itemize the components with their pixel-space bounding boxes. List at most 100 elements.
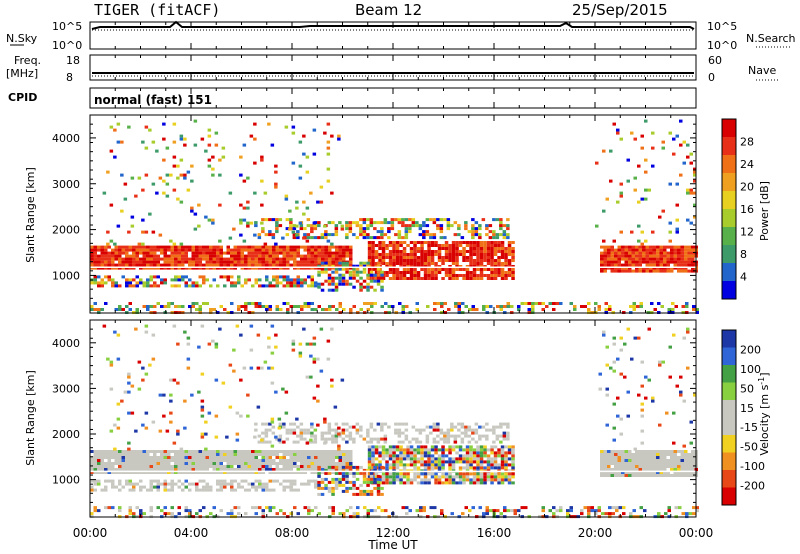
scatter-high-cell (274, 345, 278, 349)
main-band-cell (219, 462, 223, 465)
scatter-high-cell (337, 444, 341, 448)
evening-band-cell (652, 266, 656, 270)
upper-arc-cell (397, 233, 402, 237)
midday-patch-cell (395, 250, 400, 253)
lower-band-cell (233, 281, 237, 285)
midday-patch-cell (476, 445, 480, 449)
upper-arc-cell (495, 434, 500, 438)
main-band-cell (268, 462, 272, 465)
main-band-cell (258, 465, 262, 468)
midday-patch-cell (406, 451, 410, 455)
main-band-cell (125, 263, 129, 267)
lower-band-cell (139, 281, 143, 285)
main-band-cell (188, 453, 192, 456)
main-band-cell (286, 468, 290, 471)
upper-arc-cell (464, 221, 468, 225)
scatter-high-cell (253, 122, 257, 126)
midday-patch-cell (385, 244, 389, 247)
main-band-cell (93, 266, 97, 270)
main-band-cell (216, 459, 220, 462)
main-band-cell (328, 251, 332, 255)
evening-band-cell (673, 471, 677, 474)
main-band-cell (258, 257, 262, 261)
midday-patch-cell (479, 481, 484, 485)
scatter-evening-cell (619, 191, 623, 195)
main-band-cell (314, 462, 318, 465)
main-band-cell (216, 260, 220, 264)
midday-patch-cell (402, 259, 407, 262)
evening-band-cell (652, 456, 656, 459)
main-band-cell (177, 471, 181, 474)
scatter-high-cell (326, 239, 331, 243)
midday-patch-cell (476, 256, 480, 259)
evening-band-cell (642, 450, 646, 453)
evening-band-cell (631, 245, 635, 249)
midday-patch-cell (504, 457, 508, 461)
ground-noise-cell (419, 506, 423, 510)
midday-patch-cell (451, 247, 456, 250)
evening-band-cell (635, 257, 639, 261)
scatter-evening-cell (623, 375, 627, 379)
main-band-cell (209, 254, 213, 258)
midday-patch-cell (500, 247, 505, 250)
midday-patch-cell (465, 475, 470, 479)
main-band-cell (289, 471, 293, 474)
evening-band-cell (600, 263, 604, 267)
main-band-cell (174, 251, 178, 255)
main-band-cell (205, 450, 209, 453)
upper-arc-cell (411, 437, 416, 441)
evening-band-cell (638, 465, 642, 468)
main-band-cell (307, 248, 311, 252)
upper-arc-cell (369, 440, 374, 444)
upper-arc-cell (299, 224, 304, 228)
upper-arc-cell (275, 218, 279, 222)
evening-band-cell (621, 266, 625, 270)
upper-arc-cell (320, 236, 325, 240)
upper-arc-cell (506, 422, 510, 426)
lower-band-cell (286, 284, 290, 288)
ground-noise-cell (587, 512, 591, 516)
transition-patch-cell (380, 270, 384, 274)
midday-patch-cell (490, 460, 494, 464)
midday-patch-cell (486, 454, 491, 458)
evening-band-cell (670, 462, 674, 465)
upper-arc-cell (415, 437, 419, 441)
main-band-cell (300, 471, 304, 474)
ground-noise-cell (177, 512, 181, 516)
upper-arc-cell (310, 425, 314, 429)
lower-band-cell (97, 479, 101, 483)
ground-noise-cell (391, 305, 395, 308)
main-band-cell (132, 471, 136, 474)
main-band-cell (331, 471, 335, 474)
evening-band-cell (610, 468, 614, 471)
scatter-high-cell (116, 140, 121, 144)
midday-patch-cell (371, 277, 375, 280)
midday-patch-cell (413, 463, 417, 467)
transition-patch-cell (348, 471, 353, 475)
scatter-high-cell (305, 239, 310, 243)
evening-band-cell (670, 248, 674, 252)
ground-noise-cell (321, 308, 325, 311)
upper-arc-cell (425, 440, 430, 444)
scatter-high-cell (172, 188, 177, 192)
upper-arc-cell (478, 236, 482, 240)
main-band-cell (100, 266, 104, 270)
main-band-cell (128, 459, 132, 462)
main-band-cell (307, 468, 311, 471)
main-band-cell (181, 471, 185, 474)
lower-band-cell (160, 278, 164, 282)
evening-band-cell (607, 459, 611, 462)
scatter-evening-cell (605, 387, 609, 391)
main-band-cell (240, 257, 244, 261)
scatter-high-cell (158, 393, 163, 397)
midday-patch-cell (493, 472, 498, 476)
transition-patch-cell (320, 480, 325, 484)
scatter-high-cell (165, 146, 170, 150)
midday-patch-cell (430, 268, 435, 271)
scatter-high-cell (190, 393, 194, 397)
scatter-high-cell (207, 158, 212, 162)
main-band-cell (349, 248, 353, 252)
main-band-cell (230, 459, 234, 462)
evening-band-cell (614, 251, 618, 255)
ground-noise-cell (254, 302, 258, 305)
